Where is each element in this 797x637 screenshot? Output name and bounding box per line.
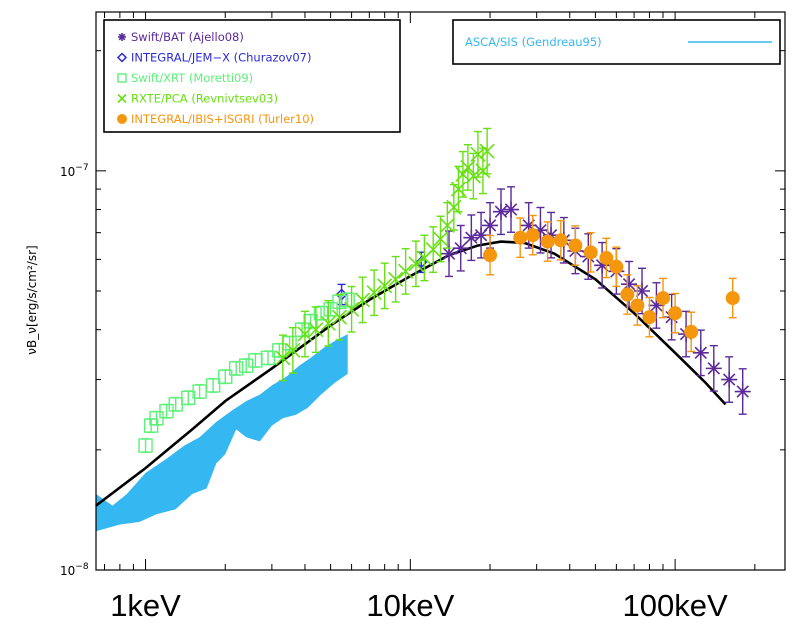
data-point — [583, 245, 598, 260]
data-point — [366, 285, 382, 301]
data-point — [692, 344, 709, 361]
legend-label: ASCA/SIS (Gendreau95) — [465, 35, 602, 49]
data-point — [568, 238, 583, 253]
data-point — [553, 233, 568, 248]
legend-label: Swift/XRT (Moretti09) — [131, 71, 253, 85]
data-point — [492, 203, 509, 220]
y-axis-label: νB_ν[erg/s/cm²/sr] — [25, 245, 39, 354]
legend-label: RXTE/PCA (Revnivtsev03) — [131, 92, 278, 106]
legend-marker — [116, 52, 128, 63]
legend-marker — [117, 93, 127, 104]
data-point — [648, 297, 665, 314]
x-unit-label: 10keV — [366, 588, 455, 623]
data-point — [513, 230, 528, 245]
data-point — [398, 263, 414, 279]
data-point — [599, 250, 614, 265]
data-point — [482, 217, 499, 234]
data-point — [525, 228, 540, 243]
legend-marker — [117, 73, 127, 83]
data-point — [285, 342, 301, 358]
data-point — [377, 278, 393, 294]
data-point — [725, 291, 740, 306]
data-point — [344, 301, 360, 317]
legend: Swift/BAT (Ajello08) INTEGRAL/JEM−X (Chur… — [103, 19, 781, 133]
data-point — [503, 201, 520, 218]
data-point — [297, 326, 313, 342]
data-point — [668, 306, 683, 321]
data-point — [388, 271, 404, 287]
data-point — [323, 302, 338, 317]
y-tick-label: 10−8 — [60, 562, 89, 578]
x-unit-label: 100keV — [622, 588, 728, 623]
legend-label: INTEGRAL/IBIS+ISGRI (Turler10) — [131, 112, 314, 126]
data-point — [721, 371, 738, 388]
data-point — [540, 234, 555, 249]
y-tick-label: 10−7 — [60, 163, 89, 179]
data-point — [320, 315, 336, 331]
data-point — [483, 248, 498, 263]
data-point — [205, 378, 221, 393]
data-point — [275, 350, 291, 366]
legend-marker — [118, 33, 126, 41]
data-point — [642, 310, 657, 325]
series-2 — [138, 292, 355, 454]
data-point — [425, 242, 441, 258]
data-point — [408, 256, 424, 272]
data-point — [239, 358, 254, 373]
asca-sis-band — [96, 334, 348, 532]
data-point — [313, 305, 329, 321]
series-3 — [275, 127, 495, 382]
chart-svg: 10−7 10−8 Swift/BAT (Ajello08) INTEGRAL/JE… — [25, 11, 786, 578]
data-point — [609, 259, 624, 274]
legend-label: Swift/BAT (Ajello08) — [131, 30, 244, 44]
data-point — [229, 361, 244, 376]
data-point — [331, 309, 348, 325]
data-point — [684, 324, 699, 339]
data-point — [452, 240, 469, 257]
data-point — [479, 143, 495, 159]
data-point — [432, 231, 449, 247]
legend-box-left: Swift/BAT (Ajello08) INTEGRAL/JEM−X (Chur… — [103, 19, 401, 133]
asca-band-layer — [96, 334, 348, 532]
data-point — [354, 292, 371, 308]
data-point — [308, 322, 324, 338]
legend-frame — [103, 19, 401, 133]
data-point — [656, 291, 671, 306]
data-series-layer — [138, 127, 751, 454]
series-4 — [483, 214, 740, 353]
data-point — [463, 229, 480, 246]
data-point — [260, 350, 276, 366]
data-point — [630, 298, 645, 313]
x-unit-label: 1keV — [110, 588, 181, 623]
legend-marker — [117, 114, 127, 124]
data-point — [734, 383, 751, 400]
data-point — [218, 369, 233, 384]
axes-frame: 10−7 10−8 — [60, 11, 786, 578]
legend-box-right: ASCA/SIS (Gendreau95) — [452, 19, 781, 65]
data-point — [705, 360, 722, 377]
data-point — [138, 438, 153, 453]
legend-label: INTEGRAL/JEM−X (Churazov07) — [131, 51, 312, 65]
data-point — [620, 287, 635, 302]
data-point — [460, 159, 476, 175]
